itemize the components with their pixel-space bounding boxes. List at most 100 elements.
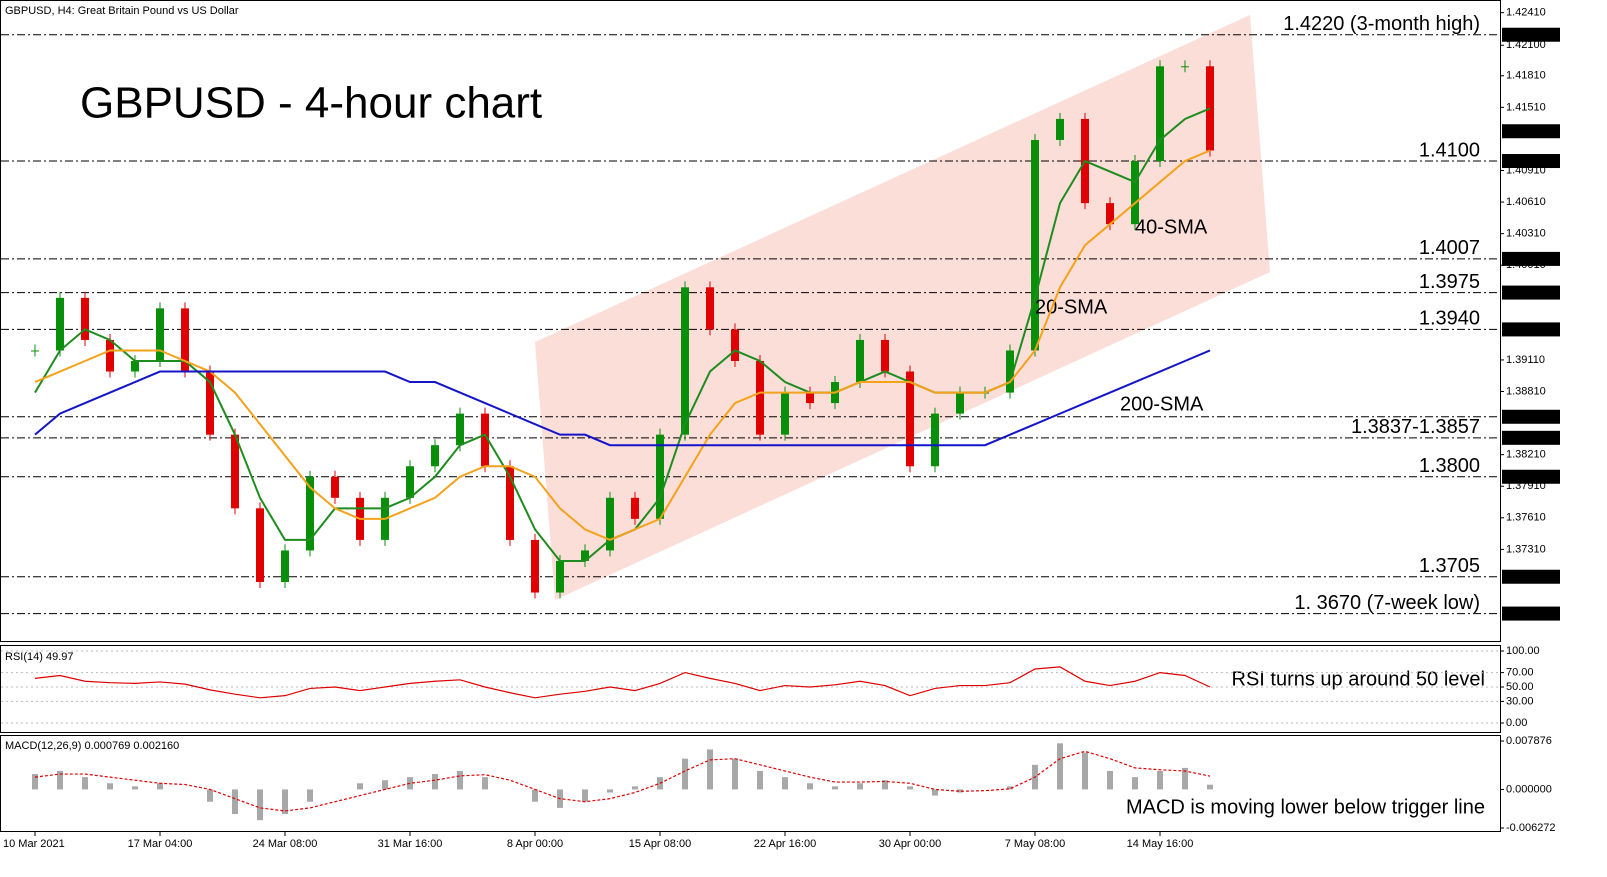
x-tick-label: 10 Mar 2021 bbox=[3, 838, 65, 850]
sma-label: 20-SMA bbox=[1035, 296, 1108, 318]
level-annotation: 1.3837-1.3857 bbox=[1351, 416, 1480, 438]
x-tick-label: 30 Apr 00:00 bbox=[879, 838, 941, 850]
y-tick-label: 0.000000 bbox=[1506, 783, 1552, 795]
level-tag bbox=[1502, 469, 1560, 484]
level-tag-label: 1.36700 bbox=[1506, 607, 1546, 619]
candle bbox=[931, 413, 939, 467]
rsi-panel bbox=[0, 645, 1501, 733]
macd-bar bbox=[532, 789, 538, 802]
candle bbox=[206, 371, 214, 435]
candle bbox=[481, 413, 489, 467]
macd-bar bbox=[132, 786, 138, 790]
y-tick-label: 1.38810 bbox=[1506, 385, 1546, 397]
macd-bar bbox=[1157, 770, 1163, 790]
level-tag-label: 1.38000 bbox=[1506, 471, 1546, 483]
macd-bar bbox=[732, 758, 738, 790]
macd-bar bbox=[357, 783, 363, 790]
macd-bar bbox=[932, 789, 938, 796]
y-tick-label: 1.41510 bbox=[1506, 101, 1546, 113]
level-tag bbox=[1502, 27, 1560, 42]
candle bbox=[881, 339, 889, 372]
macd-bar bbox=[282, 789, 288, 815]
level-tag bbox=[1502, 569, 1560, 584]
level-tag-label: 1.38570 bbox=[1506, 411, 1546, 423]
candle bbox=[1181, 66, 1189, 68]
macd-bar bbox=[1057, 743, 1063, 790]
candle bbox=[631, 497, 639, 519]
x-tick-label: 14 May 16:00 bbox=[1127, 838, 1194, 850]
candle bbox=[531, 539, 539, 593]
candle bbox=[131, 360, 139, 372]
macd-bar bbox=[57, 770, 63, 790]
level-annotation: 1.3975 bbox=[1419, 271, 1480, 293]
level-tag bbox=[1502, 430, 1560, 445]
level-tag bbox=[1502, 285, 1560, 300]
macd-bar bbox=[882, 780, 888, 790]
macd-bar bbox=[457, 770, 463, 790]
chart-title: GBPUSD - 4-hour chart bbox=[80, 79, 542, 128]
candle bbox=[856, 339, 864, 383]
candle bbox=[406, 466, 414, 498]
macd-bar bbox=[257, 789, 263, 821]
y-tick-label: 1.42100 bbox=[1506, 39, 1546, 51]
candle bbox=[1131, 161, 1139, 225]
level-tag-label: 1.42200 bbox=[1506, 29, 1546, 41]
sma-line bbox=[34, 349, 1211, 447]
y-tick-label: 1.41810 bbox=[1506, 70, 1546, 82]
candle bbox=[1156, 66, 1164, 162]
macd-bar bbox=[682, 758, 688, 790]
macd-bar bbox=[1107, 770, 1113, 790]
candle bbox=[181, 308, 189, 372]
level-annotation: 1.3800 bbox=[1419, 455, 1480, 477]
level-tag-label: 1.40070 bbox=[1506, 253, 1546, 265]
macd-bar bbox=[1007, 786, 1013, 790]
level-tag-label: 1.37050 bbox=[1506, 571, 1546, 583]
candle bbox=[1031, 139, 1039, 351]
macd-bar bbox=[582, 789, 588, 802]
macd-bar bbox=[632, 786, 638, 790]
level-tag-label: 1.39750 bbox=[1506, 286, 1546, 298]
candle bbox=[256, 508, 264, 583]
candle bbox=[456, 413, 464, 446]
y-tick-label: 1.38210 bbox=[1506, 449, 1546, 461]
signal-line bbox=[34, 750, 1211, 812]
y-tick-label: 1.37310 bbox=[1506, 543, 1546, 555]
macd-bar bbox=[107, 783, 113, 790]
y-tick-label: 1.37610 bbox=[1506, 512, 1546, 524]
macd-bar bbox=[1082, 752, 1088, 790]
level-tag bbox=[1502, 154, 1560, 169]
candle bbox=[81, 297, 89, 340]
price-tag-label: 1.41283 bbox=[1506, 125, 1546, 137]
candle bbox=[331, 476, 339, 498]
macd-bar bbox=[957, 789, 963, 793]
macd-bar bbox=[857, 783, 863, 790]
rsi-annotation: RSI turns up around 50 level bbox=[1232, 668, 1486, 690]
macd-bar bbox=[307, 789, 313, 802]
candle bbox=[956, 392, 964, 414]
macd-bar bbox=[432, 774, 438, 790]
candle bbox=[231, 434, 239, 509]
y-tick-label: -0.006272 bbox=[1506, 822, 1556, 834]
macd-bar bbox=[1132, 777, 1138, 790]
macd-bar bbox=[232, 789, 238, 815]
candle bbox=[781, 392, 789, 435]
x-tick-label: 31 Mar 16:00 bbox=[378, 838, 443, 850]
macd-bar bbox=[782, 777, 788, 790]
candle bbox=[56, 297, 64, 351]
macd-bar bbox=[807, 783, 813, 790]
candle bbox=[581, 550, 589, 561]
candle bbox=[506, 466, 514, 540]
candle bbox=[1106, 203, 1114, 225]
macd-annotation: MACD is moving lower below trigger line bbox=[1126, 796, 1485, 818]
level-tag bbox=[1502, 251, 1560, 266]
macd-bar bbox=[1207, 784, 1213, 790]
candle bbox=[706, 287, 714, 330]
chart-subtitle: GBPUSD, H4: Great Britain Pound vs US Do… bbox=[5, 5, 239, 17]
y-tick-label: 1.39110 bbox=[1506, 354, 1545, 366]
level-annotation: 1.4100 bbox=[1419, 139, 1480, 161]
candle bbox=[1006, 350, 1014, 393]
candle bbox=[606, 497, 614, 551]
sma-label: 40-SMA bbox=[1135, 216, 1208, 238]
macd-bar bbox=[1182, 767, 1188, 790]
level-tag bbox=[1502, 322, 1560, 337]
